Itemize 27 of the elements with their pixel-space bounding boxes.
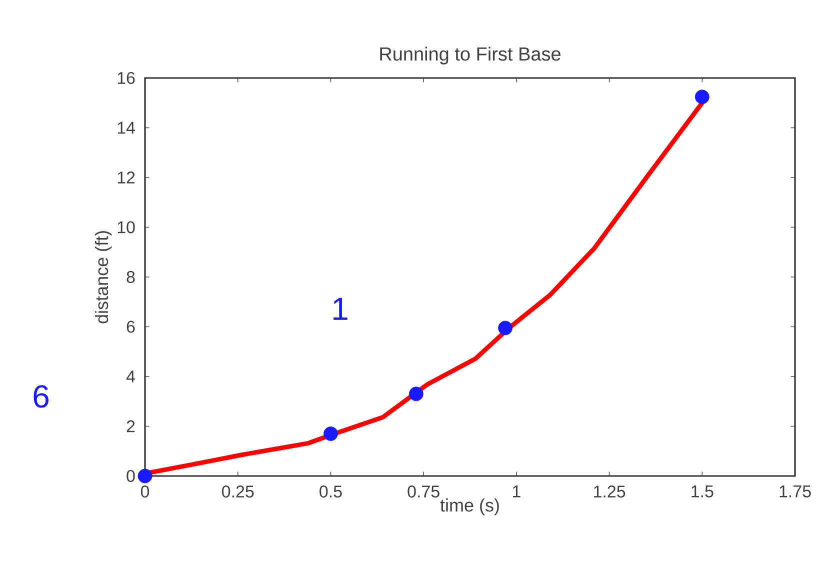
y-tick-label: 6 [126, 320, 135, 333]
y-tick-label: 12 [118, 172, 135, 184]
x-tick-label: 0.75 [408, 486, 440, 498]
point [694, 90, 710, 104]
y-tick-label: 0 [126, 470, 135, 482]
x-tick-label: 0.25 [222, 486, 254, 498]
x-axis-title: time (s) [440, 498, 499, 516]
y-tick-label: 10 [118, 221, 135, 234]
x-tick-label: 1.75 [780, 486, 811, 498]
annotation: 1 [334, 298, 348, 320]
y-tick-label: 8 [126, 270, 135, 284]
y-tick-label: 2 [126, 420, 135, 432]
chart-title: Running to First Base [380, 46, 560, 64]
y-tick-label: 16 [118, 72, 135, 84]
y-axis-title: distance (ft) [94, 231, 112, 324]
y-tick-label: 4 [126, 370, 135, 382]
x-tick-label: 1.5 [692, 486, 714, 498]
x-tick-label: 1 [513, 486, 520, 498]
x-tick-label: 0 [140, 486, 150, 498]
y-tick-label: 14 [118, 122, 135, 134]
point [408, 386, 424, 402]
point [498, 320, 512, 336]
point [138, 468, 152, 484]
x-tick-label: 0.5 [320, 486, 342, 498]
point [324, 426, 338, 441]
text: 6 [34, 385, 48, 408]
x-tick-label: 1.25 [594, 486, 626, 498]
